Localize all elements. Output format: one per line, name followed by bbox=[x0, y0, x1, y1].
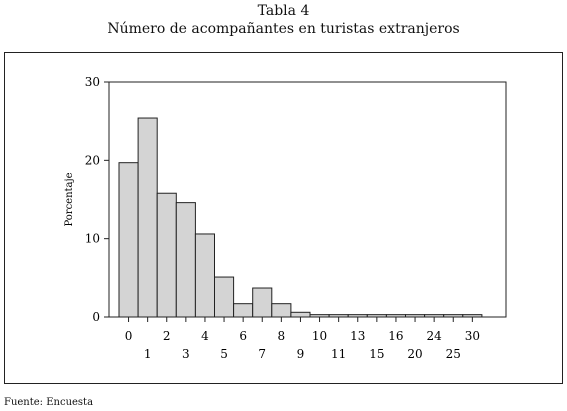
x-tick-label: 13 bbox=[350, 329, 365, 343]
x-tick-label: 4 bbox=[201, 329, 209, 343]
x-tick-label: 6 bbox=[239, 329, 247, 343]
y-tick-label: 20 bbox=[85, 153, 100, 167]
bar-16 bbox=[385, 314, 406, 318]
bar-15 bbox=[366, 314, 387, 318]
bar-6 bbox=[233, 303, 254, 318]
chart-title: Número de acompañantes en turistas extra… bbox=[107, 21, 460, 37]
x-tick-label: 16 bbox=[388, 329, 403, 343]
x-tick-label: 10 bbox=[312, 329, 327, 343]
chart-frame bbox=[4, 52, 563, 384]
bar-11 bbox=[328, 314, 349, 318]
chart-title-block: Tabla 4 Número de acompañantes en turist… bbox=[0, 2, 567, 38]
bar-1 bbox=[137, 117, 158, 318]
bar-9 bbox=[290, 311, 311, 318]
x-tick-label: 2 bbox=[163, 329, 171, 343]
x-tick-label: 24 bbox=[427, 329, 443, 343]
x-tick-label: 15 bbox=[369, 347, 384, 361]
bar-20 bbox=[405, 314, 426, 318]
x-tick-label: 8 bbox=[278, 329, 286, 343]
bar-0 bbox=[118, 162, 139, 318]
x-tick-label: 7 bbox=[258, 347, 266, 361]
x-tick-label: 30 bbox=[465, 329, 480, 343]
x-tick-label: 3 bbox=[182, 347, 190, 361]
bar-24 bbox=[424, 314, 445, 318]
bar-3 bbox=[175, 202, 196, 318]
bar-4 bbox=[194, 233, 215, 318]
bars-layer bbox=[118, 117, 483, 318]
labels-layer: 0102030Porcentaje01234567891011131516202… bbox=[64, 75, 480, 361]
x-tick-label: 25 bbox=[446, 347, 461, 361]
y-tick-label: 10 bbox=[85, 232, 100, 246]
table-number: Tabla 4 bbox=[257, 3, 310, 19]
x-tick-label: 20 bbox=[407, 347, 422, 361]
bar-10 bbox=[309, 314, 330, 318]
x-tick-label: 1 bbox=[144, 347, 152, 361]
bar-25 bbox=[443, 314, 464, 318]
x-tick-label: 0 bbox=[125, 329, 133, 343]
bar-5 bbox=[214, 276, 235, 318]
bar-7 bbox=[252, 287, 273, 318]
y-tick-label: 30 bbox=[85, 75, 100, 89]
x-tick-label: 9 bbox=[297, 347, 305, 361]
bar-2 bbox=[156, 192, 177, 318]
bar-13 bbox=[347, 314, 368, 318]
bar-8 bbox=[271, 303, 292, 318]
y-tick-label: 0 bbox=[92, 310, 100, 324]
bar-30 bbox=[462, 314, 483, 318]
y-axis-label: Porcentaje bbox=[64, 172, 75, 226]
source-note: Fuente: Encuesta bbox=[4, 397, 94, 408]
x-tick-label: 5 bbox=[220, 347, 228, 361]
x-tick-label: 11 bbox=[331, 347, 346, 361]
